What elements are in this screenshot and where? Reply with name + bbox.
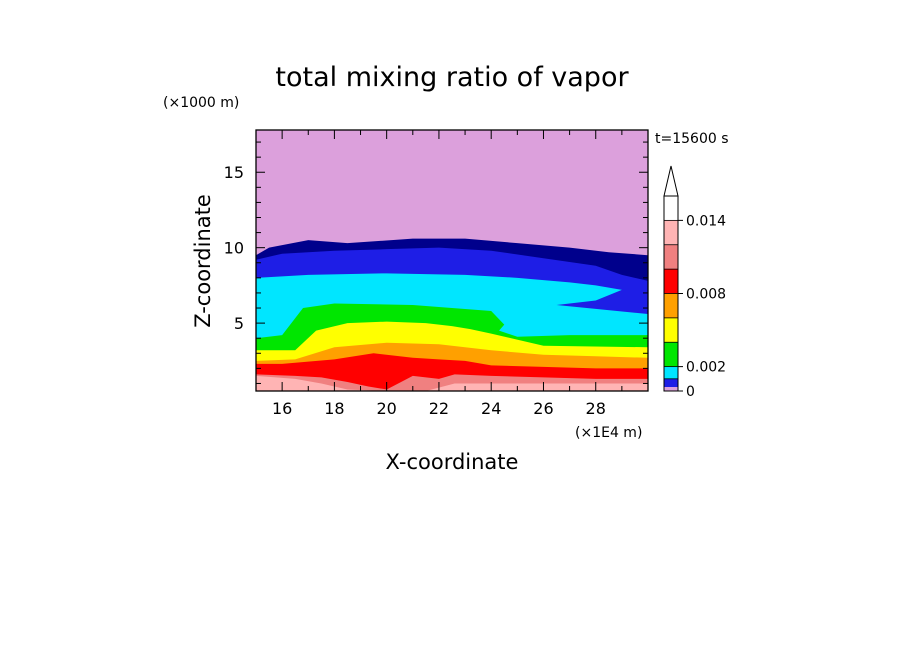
plot-frame [255, 129, 649, 392]
colorbar: 0 0.002 0.008 0.014 [663, 165, 726, 400]
y-tick-label: 15 [224, 163, 244, 182]
x-tick-label: 24 [481, 399, 501, 418]
colorbar-segment [664, 269, 678, 294]
x-tick-label: 26 [533, 399, 553, 418]
colorbar-segment [664, 342, 678, 367]
colorbar-tick-label: 0.002 [686, 360, 726, 376]
y-axis-ticks: 5 10 15 [224, 141, 648, 384]
y-axis-unit: (×1000 m) [163, 95, 239, 111]
y-tick-label: 10 [224, 239, 244, 258]
x-axis-ticks: 16 18 20 22 24 26 28 [255, 130, 649, 418]
colorbar-segment [664, 293, 678, 318]
y-axis-label: Z-coordinate [191, 194, 215, 328]
colorbar-segment [664, 196, 678, 221]
colorbar-segment [664, 366, 678, 379]
colorbar-tick-label: 0 [686, 384, 695, 400]
x-tick-label: 18 [324, 399, 344, 418]
x-tick-label: 20 [376, 399, 396, 418]
contour-bands [256, 130, 648, 391]
x-tick-label: 16 [272, 399, 292, 418]
y-tick-label: 5 [234, 314, 244, 333]
colorbar-tick-label: 0.008 [686, 287, 726, 303]
x-tick-label: 22 [429, 399, 449, 418]
contour-band-9 [256, 375, 648, 391]
colorbar-extend-arrow [663, 165, 679, 197]
x-tick-label: 28 [586, 399, 606, 418]
colorbar-segment [664, 220, 678, 245]
colorbar-segment [664, 317, 678, 343]
colorbar-segment [664, 387, 678, 391]
colorbar-segment [664, 244, 678, 270]
chart-title: total mixing ratio of vapor [275, 62, 629, 93]
x-axis-label: X-coordinate [386, 450, 519, 474]
x-axis-unit: (×1E4 m) [575, 425, 642, 441]
time-label: t=15600 s [655, 131, 729, 147]
colorbar-tick-label: 0.014 [686, 213, 726, 229]
